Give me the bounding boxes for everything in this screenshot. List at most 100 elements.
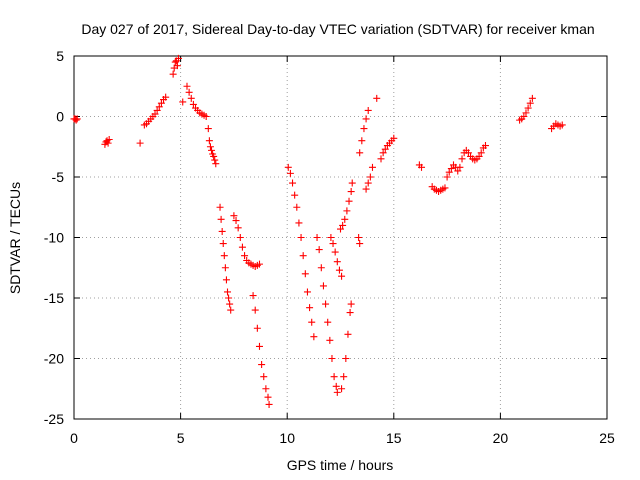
data-point xyxy=(528,94,536,102)
data-point xyxy=(329,240,337,248)
data-point xyxy=(331,248,339,256)
data-point xyxy=(104,139,112,147)
data-point xyxy=(202,113,210,120)
chart-title: Day 027 of 2017, Sidereal Day-to-day VTE… xyxy=(81,21,594,37)
data-point xyxy=(343,207,351,215)
y-tick-label: 5 xyxy=(56,48,64,64)
data-point xyxy=(445,168,453,176)
data-points xyxy=(70,54,566,408)
x-axis-label: GPS time / hours xyxy=(287,457,394,473)
data-point xyxy=(418,163,426,171)
data-point xyxy=(255,260,263,268)
data-point xyxy=(253,324,261,332)
axis-ticks: 0 5 10 15 20 25 5 0 -5 -10 -15 -20 -25 xyxy=(44,48,615,446)
data-point xyxy=(379,149,387,157)
y-tick-label: 0 xyxy=(56,109,64,125)
data-point xyxy=(299,252,307,260)
data-point xyxy=(155,103,163,111)
data-point xyxy=(293,203,301,211)
data-point xyxy=(249,292,257,300)
data-point xyxy=(255,342,263,350)
x-tick-label: 10 xyxy=(279,430,295,446)
data-point xyxy=(342,355,350,362)
data-point xyxy=(284,163,292,171)
data-point xyxy=(241,252,249,260)
data-point xyxy=(258,361,266,369)
data-point xyxy=(301,270,309,278)
data-point xyxy=(216,203,224,211)
data-point xyxy=(381,145,389,153)
data-point xyxy=(317,264,325,272)
data-point xyxy=(348,179,356,187)
data-point xyxy=(73,115,81,123)
data-point xyxy=(189,100,197,108)
x-tick-label: 20 xyxy=(493,430,509,446)
data-point xyxy=(558,121,566,129)
data-point xyxy=(364,179,372,187)
data-point xyxy=(327,234,335,241)
data-point xyxy=(322,300,330,308)
data-point xyxy=(212,160,220,168)
data-point xyxy=(330,373,338,381)
y-tick-label: -10 xyxy=(44,230,64,246)
data-point xyxy=(362,185,370,193)
data-point xyxy=(358,137,366,145)
data-point xyxy=(289,179,297,187)
data-point xyxy=(362,115,370,123)
x-tick-label: 5 xyxy=(177,430,185,446)
data-point xyxy=(291,191,299,199)
data-point xyxy=(308,318,316,326)
data-point xyxy=(340,373,348,381)
data-point xyxy=(477,149,485,157)
data-point xyxy=(443,173,451,181)
data-point xyxy=(310,333,318,341)
data-point xyxy=(286,169,294,177)
data-point xyxy=(341,215,349,223)
data-point xyxy=(210,152,218,160)
data-point xyxy=(208,146,216,154)
data-point xyxy=(520,113,528,120)
data-point xyxy=(356,149,364,157)
data-point xyxy=(324,318,332,326)
data-point xyxy=(464,149,472,157)
data-point xyxy=(204,125,212,133)
data-point xyxy=(319,282,327,290)
data-point xyxy=(339,221,347,229)
data-point xyxy=(105,135,113,143)
data-point xyxy=(360,125,368,133)
data-point xyxy=(187,94,195,102)
data-point xyxy=(185,88,193,96)
data-point xyxy=(333,388,341,396)
data-point xyxy=(345,197,353,205)
data-point xyxy=(225,294,233,302)
data-point xyxy=(264,393,272,401)
data-point xyxy=(205,137,213,145)
grid-lines xyxy=(74,56,607,419)
y-tick-label: -5 xyxy=(52,169,65,185)
x-tick-label: 25 xyxy=(599,430,615,446)
data-point xyxy=(356,240,364,248)
data-point xyxy=(295,219,303,227)
data-point xyxy=(338,385,346,393)
data-point xyxy=(221,264,229,272)
data-point xyxy=(236,234,244,241)
data-point xyxy=(303,288,311,296)
data-point xyxy=(390,134,398,142)
data-point xyxy=(326,336,334,344)
data-point xyxy=(454,167,462,175)
data-point xyxy=(447,165,455,173)
data-point xyxy=(206,143,214,151)
data-point xyxy=(262,385,270,393)
data-point xyxy=(366,173,374,181)
data-point xyxy=(355,234,363,241)
data-point xyxy=(475,152,483,160)
y-tick-label: -25 xyxy=(44,411,64,427)
data-point xyxy=(332,382,340,390)
data-point xyxy=(151,110,159,118)
data-point xyxy=(337,225,344,233)
data-point xyxy=(72,116,80,124)
data-point xyxy=(346,309,354,317)
data-point xyxy=(153,106,161,114)
data-point xyxy=(234,224,242,232)
